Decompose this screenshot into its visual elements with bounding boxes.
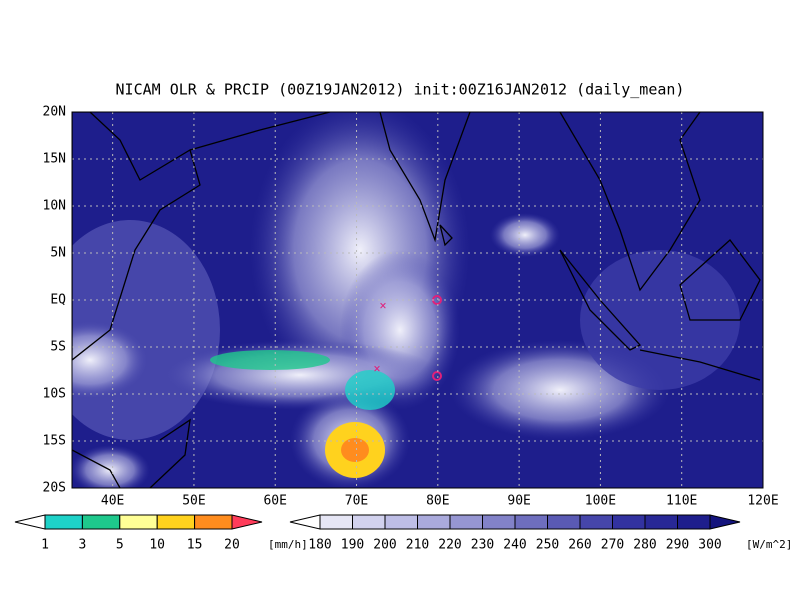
colorbar-box xyxy=(579,514,613,530)
lat-tick-label: 15S xyxy=(43,434,66,449)
lat-tick-label: 5S xyxy=(50,340,66,355)
colorbar-label: 220 xyxy=(438,538,461,553)
colorbar-box xyxy=(81,514,121,530)
colorbar-label: 290 xyxy=(666,538,689,553)
lat-tick-label: 10S xyxy=(43,387,66,402)
storm-marker: × xyxy=(373,362,380,376)
colorbar-box xyxy=(514,514,548,530)
colorbar-label: 10 xyxy=(149,538,165,553)
colorbar-arrow xyxy=(709,514,741,530)
lon-tick-label: 50E xyxy=(182,494,205,509)
map-frame xyxy=(71,111,764,489)
legends: 1 3 5 10 15 20 [mm/h] 180 190 200 210 220 230 240 250 2… xyxy=(14,514,792,553)
colorbar-unit: [W/m^2] xyxy=(746,538,792,551)
lat-tick-label: 20S xyxy=(43,481,66,496)
colorbar-label: 1 xyxy=(41,538,49,553)
colorbar-label: 190 xyxy=(341,538,364,553)
colorbar-label: 5 xyxy=(116,538,124,553)
colorbar-label: 270 xyxy=(601,538,624,553)
colorbar-label: 280 xyxy=(633,538,656,553)
storm-marker: × xyxy=(379,299,386,313)
colorbar-box xyxy=(547,514,581,530)
colorbar-arrow xyxy=(14,514,46,530)
lat-tick-label: EQ xyxy=(50,293,66,308)
lon-tick-label: 70E xyxy=(345,494,368,509)
colorbar-box xyxy=(44,514,83,530)
colorbar-label: 210 xyxy=(406,538,429,553)
colorbar-box xyxy=(449,514,483,530)
colorbar-label: 3 xyxy=(78,538,86,553)
colorbar-box xyxy=(319,514,353,530)
colorbar-box xyxy=(384,514,418,530)
title: NICAM OLR & PRCIP (00Z19JAN2012) init:00… xyxy=(116,81,685,99)
colorbar-box xyxy=(352,514,386,530)
axis-labels: 20N 15N 10N 5N EQ 5S 10S 15S 20S 40E 50E 60E 70E 80E 9… xyxy=(43,105,779,509)
colorbar-unit: [mm/h] xyxy=(268,538,308,551)
lon-tick-label: 120E xyxy=(747,494,778,509)
colorbar-box xyxy=(194,514,233,530)
colorbar-box xyxy=(119,514,158,530)
colorbar-label: 180 xyxy=(308,538,331,553)
lon-tick-label: 60E xyxy=(263,494,286,509)
lat-tick-label: 5N xyxy=(50,246,66,261)
colorbar-label: 250 xyxy=(536,538,559,553)
colorbar-label: 20 xyxy=(224,538,240,553)
lat-tick-label: 20N xyxy=(43,105,66,120)
lon-tick-label: 80E xyxy=(426,494,449,509)
colorbar-box xyxy=(417,514,451,530)
storm-marker xyxy=(432,371,442,381)
colorbar-box xyxy=(612,514,646,530)
colorbar-label: 260 xyxy=(568,538,591,553)
colorbar-box xyxy=(677,514,711,530)
lon-tick-label: 100E xyxy=(585,494,616,509)
colorbar-label: 240 xyxy=(503,538,526,553)
olr-field: × × xyxy=(72,112,763,488)
colorbar-box xyxy=(644,514,678,530)
colorbar-box xyxy=(482,514,516,530)
grid xyxy=(72,112,763,488)
lon-tick-label: 110E xyxy=(666,494,697,509)
colorbar-box xyxy=(156,514,196,530)
colorbar-label: 200 xyxy=(373,538,396,553)
lon-tick-label: 90E xyxy=(507,494,530,509)
colorbar-arrow xyxy=(289,514,321,530)
colorbar-label: 230 xyxy=(471,538,494,553)
colorbar-label: 15 xyxy=(187,538,203,553)
colorbar-label: 300 xyxy=(698,538,721,553)
lat-tick-label: 10N xyxy=(43,199,66,214)
lon-tick-label: 40E xyxy=(101,494,124,509)
colorbar-arrow xyxy=(231,514,263,530)
lat-tick-label: 15N xyxy=(43,152,66,167)
